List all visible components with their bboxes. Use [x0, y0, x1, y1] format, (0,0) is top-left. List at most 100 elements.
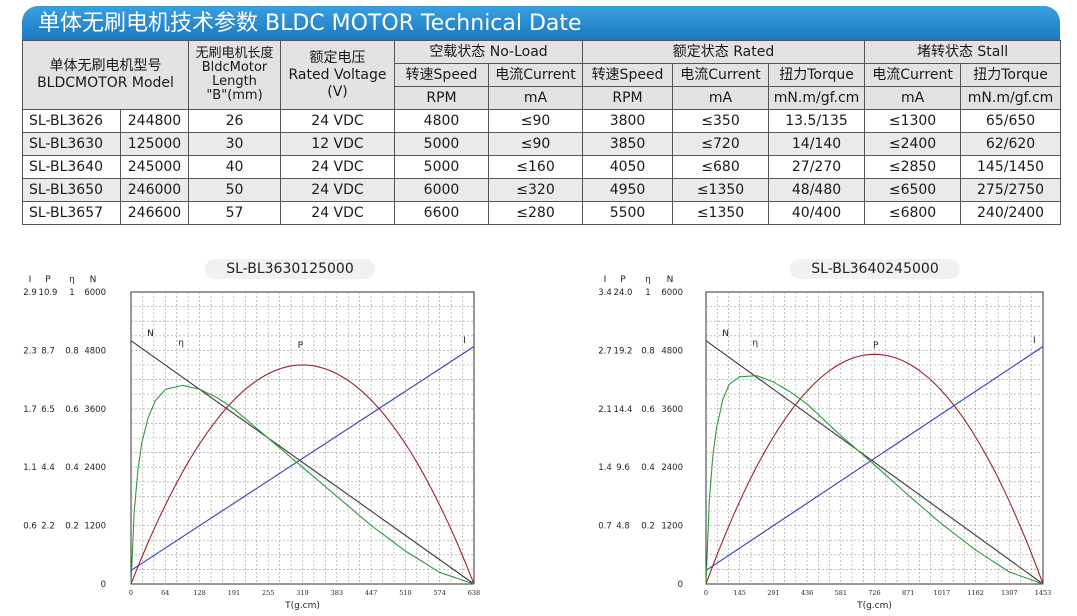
y-tick-label: 6000: [661, 288, 683, 298]
stall-torque-cell: 62/620: [960, 132, 1062, 156]
length-cell: 57: [188, 201, 281, 225]
y-tick-label: 2.3: [23, 346, 37, 356]
subheader: 电流Current: [672, 63, 770, 87]
y-tick-label: 2.7: [598, 346, 612, 356]
y-tick-label: 0.8: [641, 346, 655, 356]
voltage-cell: 24 VDC: [280, 178, 395, 202]
rated-torque-cell: 14/140: [768, 132, 866, 156]
axis-header: η: [645, 275, 651, 285]
unit-cell: mA: [864, 86, 962, 110]
voltage-header-unit: (V): [327, 83, 348, 100]
x-tick-label: 510: [399, 589, 411, 597]
x-tick-label: 145: [733, 589, 745, 597]
y-tick-label: 1200: [84, 522, 106, 532]
x-tick-label: 0: [704, 589, 708, 597]
x-tick-label: 191: [228, 589, 240, 597]
y-tick-label: 0.8: [65, 346, 79, 356]
x-tick-label: 1453: [1035, 589, 1052, 597]
model-header-cn: 单体无刷电机型号: [49, 58, 162, 74]
axis-header: P: [620, 275, 626, 285]
noload-current-cell: ≤90: [487, 109, 584, 133]
series-label: I: [463, 336, 466, 346]
model-cell: SL-BL3640: [22, 155, 121, 179]
x-tick-label: 436: [801, 589, 813, 597]
axis-header: N: [90, 275, 97, 285]
y-tick-label: 3600: [84, 405, 106, 415]
y-tick-label: 1: [69, 288, 74, 298]
x-tick-label: 1307: [1001, 589, 1018, 597]
rated-speed-cell: 5500: [582, 201, 674, 225]
y-tick-label: 2.9: [23, 288, 37, 298]
unit-cell: mN.m/gf.cm: [768, 86, 866, 110]
x-tick-label: 726: [868, 589, 880, 597]
model-cell: SL-BL3657: [22, 201, 121, 225]
series-line-I: [705, 346, 1044, 571]
chart-title-left: SL-BL3630125000: [205, 259, 375, 279]
stall-torque-cell: 240/2400: [960, 201, 1062, 225]
subheader: 电流Current: [864, 63, 962, 87]
series-label: N: [722, 329, 729, 339]
length-header: 无刷电机长度 BldcMotor Length "B"(mm): [188, 40, 281, 110]
y-tick-label: 3.4: [598, 288, 612, 298]
y-tick-label: 4800: [84, 346, 106, 356]
series-line-N: [705, 340, 1044, 585]
x-axis-label: T(g.cm): [856, 601, 892, 611]
x-tick-label: 574: [433, 589, 445, 597]
voltage-header-cn: 额定电压: [309, 49, 366, 66]
y-tick-label: 2400: [661, 463, 683, 473]
series-line-P: [705, 353, 1044, 585]
x-tick-label: 871: [902, 589, 914, 597]
subheader: 电流Current: [487, 63, 584, 87]
rated-current-cell: ≤680: [672, 155, 770, 179]
rated-speed-cell: 3850: [582, 132, 674, 156]
model-header: 单体无刷电机型号 BLDCMOTOR Model: [22, 40, 189, 110]
length-cell: 40: [188, 155, 281, 179]
length-header-unit: "B"(mm): [206, 88, 263, 103]
x-tick-label: 291: [767, 589, 779, 597]
series-label: P: [873, 341, 879, 351]
x-tick-label: 1017: [934, 589, 951, 597]
axis-header: I: [604, 275, 607, 285]
length-header-en: BldcMotor: [201, 60, 268, 75]
y-tick-label: 3600: [661, 405, 683, 415]
unit-cell: RPM: [394, 86, 489, 110]
rated-speed-cell: 3800: [582, 109, 674, 133]
series-label: η: [752, 339, 758, 349]
axis-header: P: [45, 275, 51, 285]
subheader: 扭力Torque: [768, 63, 866, 87]
noload-current-cell: ≤280: [487, 201, 584, 225]
noload-current-cell: ≤160: [487, 155, 584, 179]
x-tick-label: 319: [296, 589, 308, 597]
y-tick-label: 4800: [661, 346, 683, 356]
y-tick-label: 0.4: [641, 463, 655, 473]
y-tick-label: 0.6: [23, 522, 37, 532]
y-tick-label: 0.6: [65, 405, 79, 415]
table-row: SL-BL3630 125000 30 12 VDC 5000 ≤90 3850…: [22, 132, 1062, 156]
rated-current-cell: ≤350: [672, 109, 770, 133]
table-row: SL-BL3626 244800 26 24 VDC 4800 ≤90 3800…: [22, 109, 1062, 133]
noload-speed-cell: 5000: [394, 132, 489, 156]
voltage-cell: 12 VDC: [280, 132, 395, 156]
y-tick-label: 9.6: [616, 463, 630, 473]
y-tick-label: 1.4: [598, 463, 612, 473]
y-tick-label: 0.2: [65, 522, 79, 532]
rated-torque-cell: 48/480: [768, 178, 866, 202]
x-tick-label: 581: [835, 589, 847, 597]
voltage-cell: 24 VDC: [280, 201, 395, 225]
y-tick-label: 0.2: [641, 522, 655, 532]
model-header-en: BLDCMOTOR Model: [37, 75, 174, 91]
rated-speed-cell: 4050: [582, 155, 674, 179]
unit-cell: mA: [487, 86, 584, 110]
axis-header: η: [69, 275, 75, 285]
y-tick-label: 6000: [84, 288, 106, 298]
voltage-header-en: Rated Voltage: [288, 66, 387, 83]
rated-current-cell: ≤1350: [672, 178, 770, 202]
model-cell: SL-BL3630: [22, 132, 121, 156]
noload-speed-cell: 6600: [394, 201, 489, 225]
noload-current-cell: ≤90: [487, 132, 584, 156]
stall-torque-cell: 275/2750: [960, 178, 1062, 202]
unit-cell: RPM: [582, 86, 674, 110]
y-tick-label: 8.7: [41, 346, 55, 356]
y-tick-label: 1.7: [23, 405, 37, 415]
y-tick-label: 4.4: [41, 463, 55, 473]
